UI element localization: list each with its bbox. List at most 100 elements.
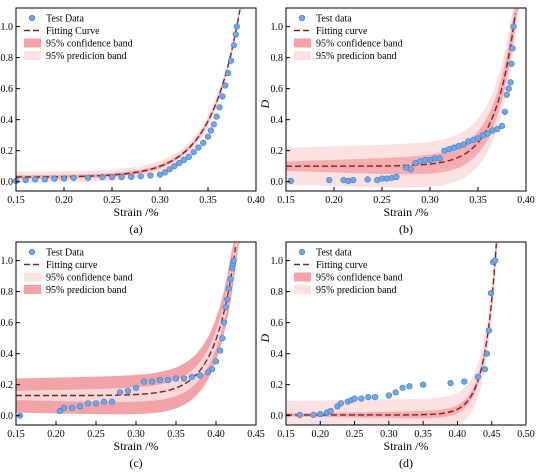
- y-tick-label: 1.0: [271, 256, 284, 267]
- data-point: [137, 173, 144, 180]
- data-point: [204, 369, 212, 376]
- y-tick-label: 0.8: [271, 53, 284, 64]
- data-point: [287, 177, 294, 184]
- data-point: [207, 127, 214, 134]
- data-point: [460, 141, 467, 148]
- data-point: [227, 57, 235, 64]
- y-tick-label: 0.2: [271, 146, 284, 157]
- legend-label: 95% confidence band: [46, 39, 133, 50]
- data-point: [108, 398, 116, 405]
- x-tick-label: 0.25: [103, 195, 121, 206]
- x-axis-label-d: Strain /%: [384, 439, 429, 453]
- data-point: [508, 60, 515, 67]
- y-tick-label: 0.6: [271, 84, 284, 95]
- x-tick-label: 0.20: [325, 195, 343, 206]
- y-tick-label: 0.0: [1, 177, 14, 188]
- y-tick-label: 1.0: [1, 22, 14, 33]
- data-point: [140, 378, 148, 385]
- data-point: [407, 166, 414, 173]
- legend-label: Fitting Curve: [46, 26, 100, 37]
- axes-frame-a: [15, 7, 257, 192]
- legend-label: 95% predicion band: [46, 285, 127, 296]
- data-point: [204, 133, 212, 140]
- data-point: [492, 257, 499, 264]
- prediction-band-d: [286, 242, 504, 425]
- x-tick-label: 0.15: [7, 195, 25, 206]
- fit-curve-layer-c: [16, 246, 237, 397]
- legend-swatch-confidence: [294, 272, 311, 282]
- data-point: [364, 176, 371, 183]
- data-point: [481, 366, 488, 373]
- x-tick-label: 0.25: [87, 429, 105, 440]
- data-point: [501, 108, 508, 115]
- data-point: [32, 176, 39, 183]
- legend-label: Test data: [316, 248, 352, 259]
- y-tick-label: 0.8: [1, 287, 14, 298]
- data-point: [68, 404, 76, 411]
- data-point: [188, 373, 196, 380]
- data-point: [147, 172, 154, 179]
- legend-label: 95% confidence band: [316, 273, 403, 284]
- data-point: [498, 122, 506, 129]
- ticks-layer-a: 0.15 0.20 0.25 0.30 0.35 0.40 0.0 0.2 0.4 0.6 0.8 1…: [1, 22, 265, 206]
- data-point: [118, 173, 125, 181]
- x-tick-label: 0.15: [277, 429, 295, 440]
- data-point: [326, 177, 333, 184]
- data-point: [393, 173, 400, 181]
- data-point: [317, 411, 324, 418]
- legend-marker-points: [28, 14, 36, 22]
- data-point: [371, 394, 379, 401]
- data-point: [222, 82, 229, 89]
- legend-swatch-prediction: [24, 285, 41, 294]
- fitting-curve-b: [286, 13, 516, 167]
- data-point: [232, 31, 239, 38]
- panel-label-a: (a): [129, 222, 142, 236]
- x-axis-label-c: Strain /%: [114, 439, 159, 453]
- panel-b: 0.15 0.20 0.25 0.30 0.35 0.40 0.0 0.2 0.4 0.6 0.8 1…: [258, 7, 535, 236]
- panel-label-c: (c): [129, 456, 142, 470]
- data-point: [219, 335, 226, 342]
- data-point: [447, 380, 454, 387]
- fitting-curve-c: [16, 246, 237, 397]
- data-point: [208, 366, 216, 373]
- data-point: [76, 403, 84, 410]
- x-tick-label: 0.30: [421, 195, 439, 206]
- data-point: [171, 163, 178, 170]
- y-tick-label: 0.2: [1, 380, 14, 391]
- data-point: [41, 176, 48, 183]
- data-point: [365, 394, 372, 401]
- x-axis-label-a: Strain /%: [114, 205, 159, 219]
- x-tick-label: 0.30: [151, 195, 169, 206]
- x-tick-label: 0.50: [517, 429, 535, 440]
- y-tick-label: 0.4: [271, 349, 284, 360]
- x-tick-label: 0.35: [414, 429, 432, 440]
- legend-label: 95% confidence band: [46, 273, 133, 284]
- ticks-layer-b: 0.15 0.20 0.25 0.30 0.35 0.40 0.0 0.2 0.4 0.6 0.8 1…: [271, 22, 535, 206]
- data-point: [505, 85, 512, 92]
- legend-label: Fitting curve: [46, 260, 98, 271]
- data-point: [60, 404, 68, 411]
- data-point: [507, 79, 514, 86]
- data-point: [225, 69, 232, 77]
- data-point: [22, 177, 29, 184]
- data-point: [196, 372, 204, 379]
- x-tick-label: 0.35: [167, 429, 185, 440]
- points-layer-d: [296, 257, 499, 418]
- data-point: [392, 389, 399, 396]
- data-point: [461, 378, 468, 385]
- legend-label: Fitting curve: [316, 26, 368, 37]
- panel-c: 0.15 0.20 0.25 0.30 0.35 0.40 0.45 0.0 0.2 0.4 0.6…: [0, 241, 265, 470]
- data-point: [172, 375, 180, 382]
- legend-label: Fitting curve: [316, 260, 368, 271]
- data-point: [195, 144, 202, 151]
- points-layer-a: [12, 23, 240, 184]
- data-point: [220, 319, 228, 326]
- y-tick-label: 0.4: [271, 115, 284, 126]
- legend-swatch-confidence: [24, 272, 41, 282]
- data-point: [116, 389, 124, 396]
- data-point: [483, 350, 490, 357]
- y-tick-label: 0.0: [271, 411, 284, 422]
- data-point: [406, 383, 413, 390]
